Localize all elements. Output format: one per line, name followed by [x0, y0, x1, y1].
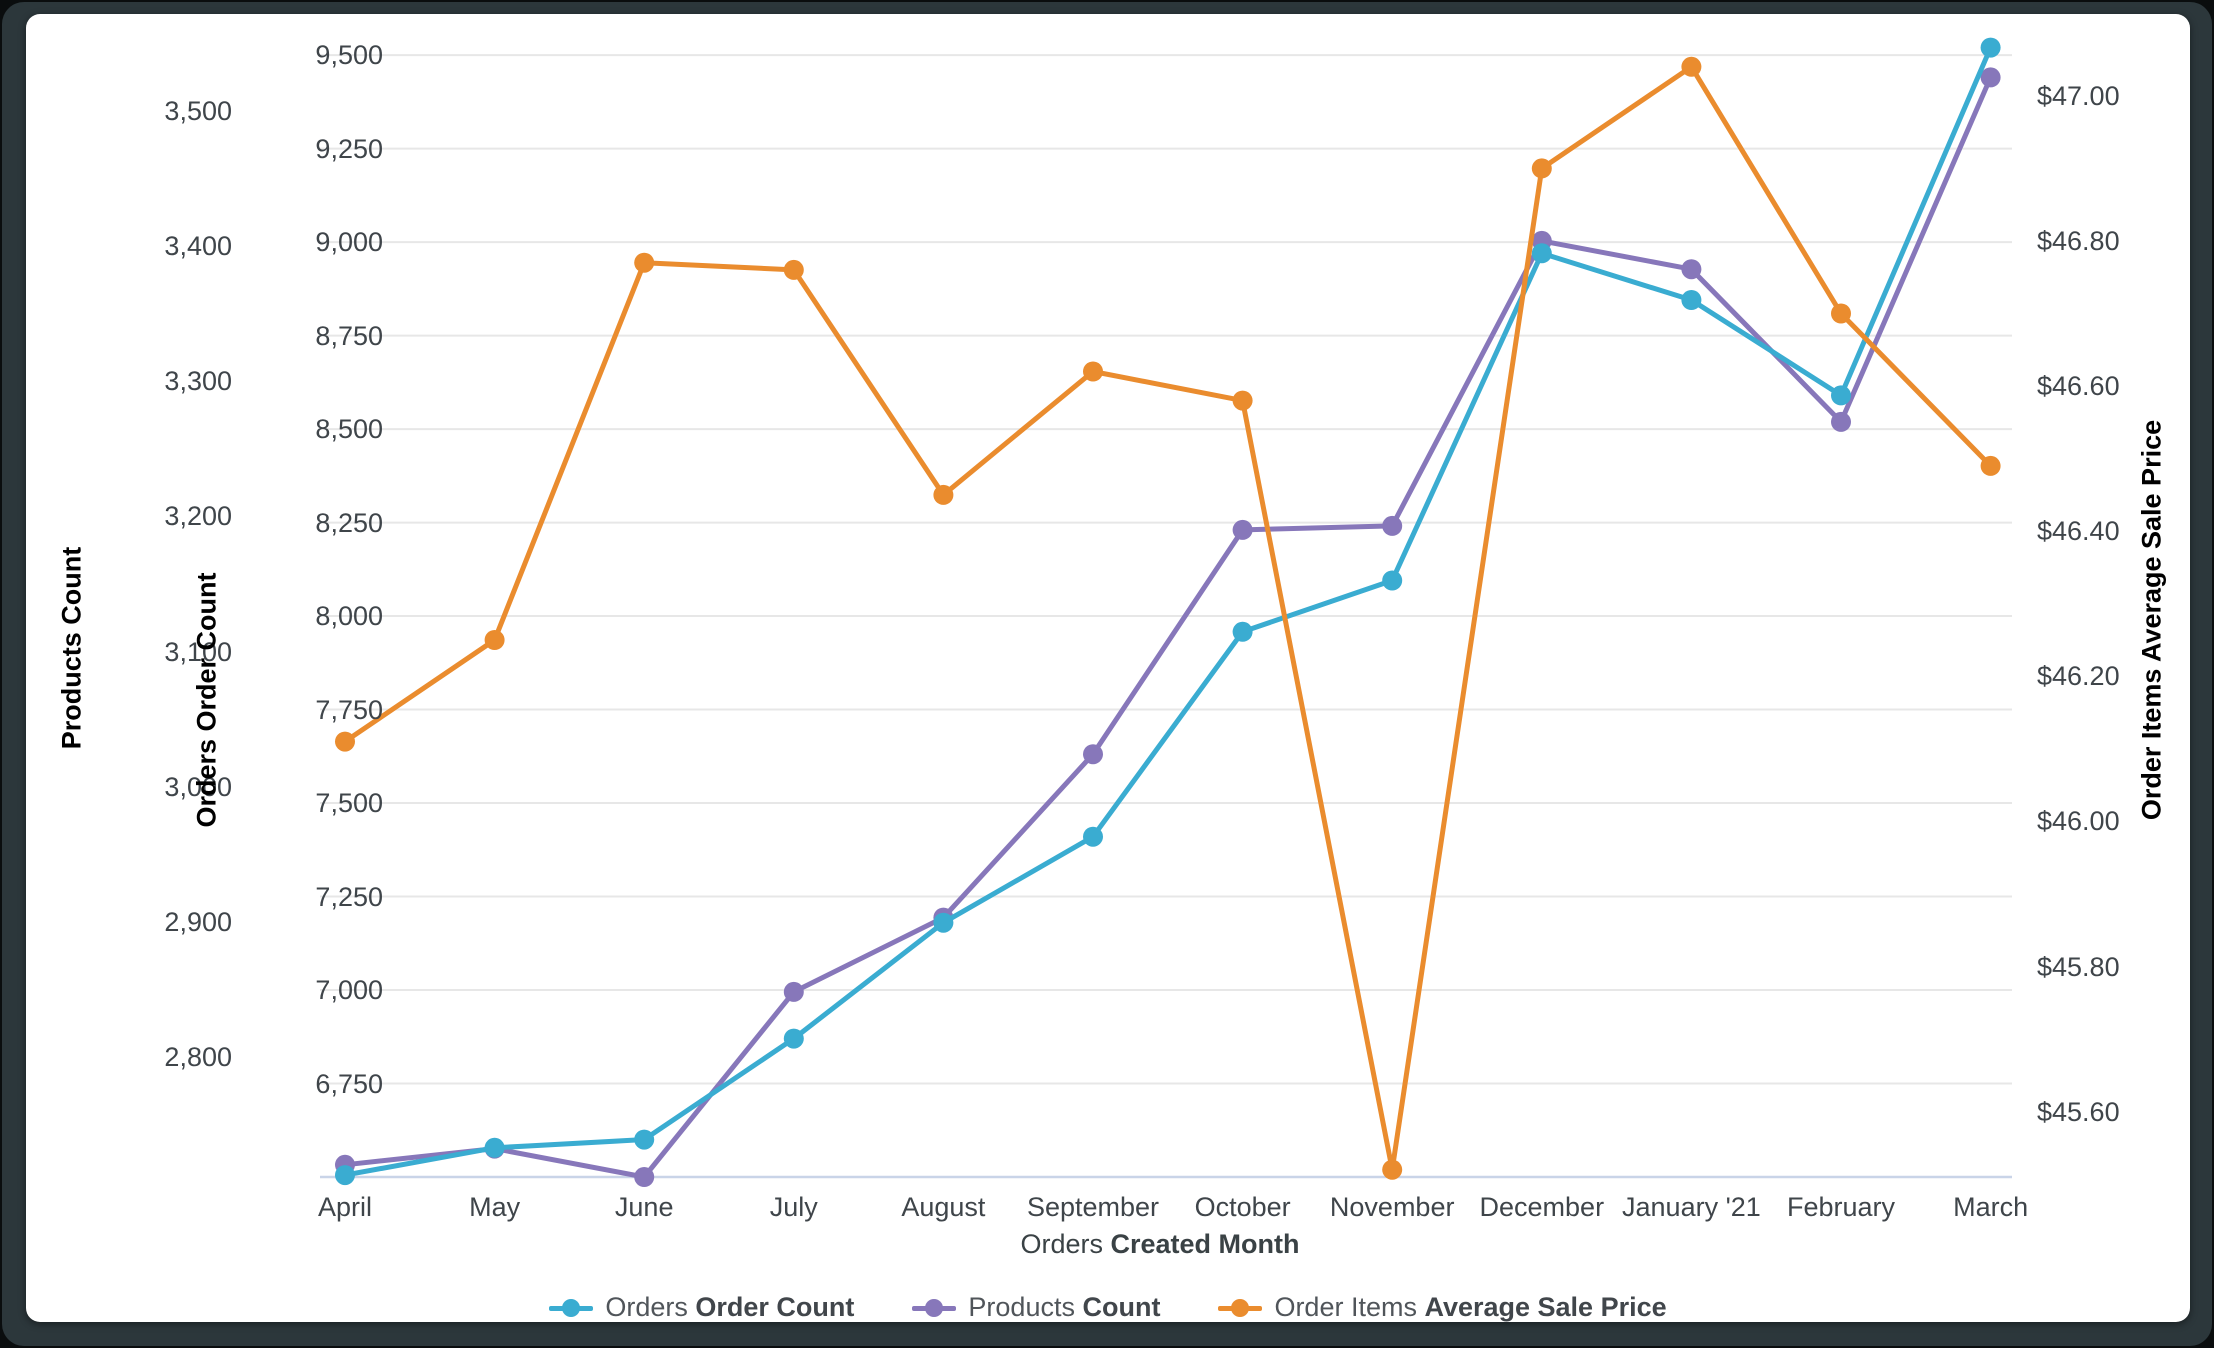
- legend-item-orders-order-count[interactable]: Orders Order Count: [549, 1292, 854, 1323]
- y-tick-orders: 8,750: [315, 320, 383, 351]
- data-point[interactable]: September: 7,410: [1083, 826, 1103, 847]
- data-point[interactable]: March: $46.49: [1980, 455, 2001, 476]
- y-tick-price: $45.80: [2037, 951, 2120, 982]
- data-point[interactable]: September: $46.62: [1083, 361, 1103, 382]
- data-point[interactable]: June: $46.77: [634, 252, 655, 273]
- legend-item-products-count[interactable]: Products Count: [912, 1292, 1160, 1323]
- legend-item-order-items-average-sale-price[interactable]: Order Items Average Sale Price: [1218, 1292, 1667, 1323]
- data-point[interactable]: September: 3,024: [1083, 744, 1103, 765]
- series-line: [344, 46, 1993, 1178]
- y-tick-orders: 8,500: [315, 414, 383, 445]
- y-tick-products: 3,400: [164, 231, 232, 262]
- data-point[interactable]: November: $45.52: [1382, 1159, 1403, 1180]
- y-tick-products: 3,000: [164, 771, 232, 802]
- y-tick-orders: 9,500: [315, 40, 383, 71]
- x-tick-month: April: [317, 1192, 373, 1222]
- data-point[interactable]: June: 6,600: [634, 1129, 655, 1150]
- y-tick-orders: 7,000: [315, 975, 383, 1005]
- data-point[interactable]: July: $46.76: [783, 259, 804, 280]
- data-point[interactable]: January '21: 8,845: [1681, 290, 1702, 310]
- x-tick-month: July: [769, 1192, 818, 1222]
- data-point[interactable]: October: 3,190: [1232, 519, 1253, 540]
- x-tick-month: October: [1194, 1192, 1291, 1222]
- data-point[interactable]: February: 3,270: [1831, 411, 1851, 432]
- x-tick-month: November: [1329, 1192, 1455, 1222]
- data-point[interactable]: July: 6,870: [783, 1028, 804, 1049]
- data-point[interactable]: April: 6,505: [335, 1165, 355, 1186]
- y-tick-products: 3,500: [164, 96, 232, 127]
- y-tick-products: 3,300: [164, 366, 232, 397]
- y-tick-orders: 7,250: [315, 881, 383, 912]
- y-axis-title-order-items-average-sale-price: Order Items Average Sale Price: [2136, 419, 2167, 821]
- data-point[interactable]: March: 3,525: [1980, 67, 2001, 88]
- y-tick-price: $46.00: [2037, 806, 2120, 837]
- data-point[interactable]: February: $46.70: [1831, 303, 1851, 324]
- y-tick-products: 3,100: [164, 636, 232, 667]
- x-tick-month: May: [469, 1192, 521, 1222]
- y-axis-title-products-count: Products Count: [56, 546, 87, 750]
- data-point[interactable]: October: 7,958: [1232, 621, 1253, 642]
- y-tick-products: 2,900: [164, 906, 232, 937]
- x-tick-month: February: [1786, 1192, 1896, 1222]
- data-point[interactable]: March: 9,520: [1980, 37, 2001, 58]
- y-tick-price: $46.60: [2037, 371, 2120, 402]
- y-tick-orders: 7,750: [315, 694, 383, 725]
- data-point[interactable]: August: $46.45: [933, 484, 954, 505]
- legend-label: Products Count: [968, 1292, 1161, 1322]
- series-line: [343, 64, 1993, 1173]
- data-point[interactable]: November: 8,095: [1382, 570, 1403, 591]
- x-tick-month: January '21: [1622, 1192, 1761, 1222]
- x-tick-month: August: [901, 1192, 986, 1222]
- y-tick-products: 3,200: [164, 501, 232, 532]
- data-point[interactable]: July: 2,848: [783, 981, 804, 1002]
- x-tick-month: March: [1953, 1192, 2029, 1222]
- y-tick-orders: 8,000: [315, 601, 383, 631]
- y-tick-orders: 7,500: [315, 788, 383, 818]
- x-axis-title-bold: Created Month: [1110, 1229, 1300, 1259]
- data-point[interactable]: January '21: 3,383: [1681, 259, 1702, 280]
- data-point[interactable]: December: 8,970: [1531, 243, 1552, 264]
- chart-card: [26, 14, 2190, 1322]
- legend-label: Order Items Average Sale Price: [1274, 1292, 1667, 1322]
- y-tick-price: $46.20: [2037, 661, 2120, 692]
- y-tick-orders: 6,750: [315, 1068, 383, 1099]
- y-tick-price: $47.00: [2037, 80, 2120, 111]
- y-tick-price: $45.60: [2037, 1096, 2120, 1127]
- legend-marker-icon: [549, 1298, 594, 1318]
- data-point[interactable]: December: $46.90: [1531, 158, 1552, 179]
- series-line: [344, 76, 1993, 1180]
- data-point[interactable]: January '21: $47.04: [1681, 56, 1702, 77]
- x-tick-month: September: [1026, 1192, 1160, 1222]
- legend-marker-icon: [912, 1298, 957, 1318]
- x-tick-month: December: [1479, 1192, 1605, 1222]
- y-tick-price: $46.40: [2037, 516, 2120, 547]
- data-point[interactable]: August: 7,180: [933, 912, 954, 933]
- data-point[interactable]: October: $46.58: [1232, 390, 1253, 411]
- y-tick-products: 2,800: [164, 1041, 232, 1072]
- x-tick-month: June: [614, 1192, 674, 1222]
- y-axis-title-orders-order-count: Orders Order Count: [191, 572, 222, 828]
- data-point[interactable]: May: 6,578: [484, 1137, 505, 1158]
- data-point[interactable]: June: 2,711: [634, 1167, 655, 1187]
- legend: Orders Order Count Products Count Order …: [26, 1292, 2190, 1323]
- y-tick-orders: 8,250: [315, 507, 383, 538]
- legend-marker-icon: [1218, 1298, 1263, 1318]
- x-axis-title-prefix: Orders: [1020, 1229, 1111, 1259]
- y-tick-orders: 9,250: [315, 133, 383, 164]
- y-tick-orders: 9,000: [315, 227, 383, 258]
- data-point[interactable]: May: $46.25: [484, 630, 505, 650]
- data-point[interactable]: November: 3,193: [1382, 515, 1403, 536]
- data-point[interactable]: April: $46.11: [335, 731, 355, 752]
- x-axis-title: Orders Created Month: [1020, 1229, 1299, 1260]
- data-point[interactable]: February: 8,590: [1831, 385, 1851, 406]
- y-tick-price: $46.80: [2037, 225, 2120, 256]
- legend-label: Orders Order Count: [605, 1292, 855, 1322]
